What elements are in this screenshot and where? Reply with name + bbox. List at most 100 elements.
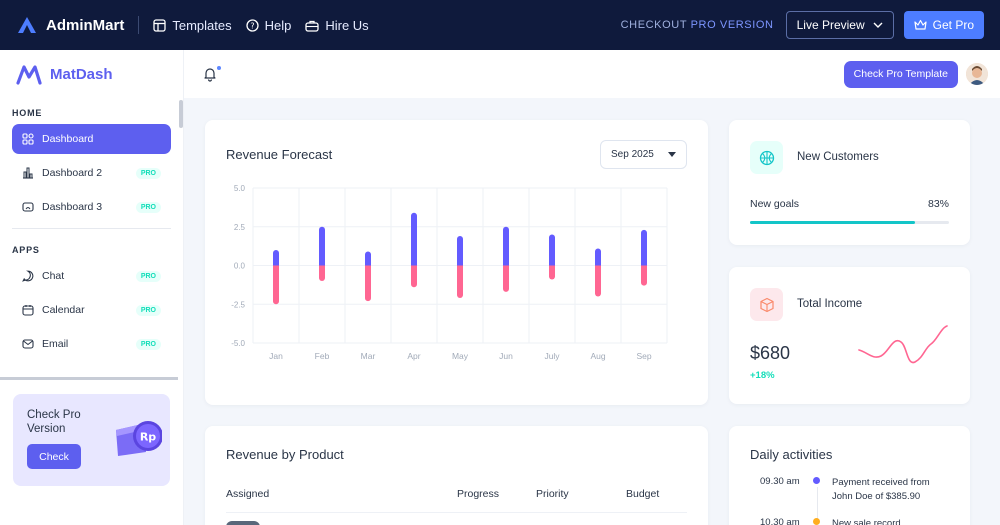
sidebar-scrollbar-horizontal[interactable] xyxy=(0,377,178,380)
crown-icon xyxy=(914,19,927,30)
pro-badge: PRO xyxy=(135,304,161,316)
x-tick-label: May xyxy=(452,351,469,361)
x-tick-label: Apr xyxy=(407,351,420,361)
help-link[interactable]: ? Help xyxy=(245,17,292,33)
live-preview-button[interactable]: Live Preview xyxy=(785,11,894,39)
caret-down-icon xyxy=(668,152,676,157)
chevron-down-icon xyxy=(873,22,883,28)
bar-chart-icon xyxy=(23,167,33,179)
matdash-logo-icon xyxy=(16,65,42,85)
period-select[interactable]: Sep 2025 xyxy=(600,140,687,169)
sidebar-item-dashboard-3[interactable]: Dashboard 3 PRO xyxy=(12,192,171,222)
home-section-title: HOME xyxy=(12,108,43,118)
bar-negative xyxy=(319,265,325,281)
bar-positive xyxy=(641,229,647,266)
bar-negative xyxy=(549,265,555,280)
sidebar-item-chat[interactable]: Chat PRO xyxy=(12,261,171,291)
new-customers-card: New Customers New goals 83% xyxy=(729,120,970,245)
bar-positive xyxy=(365,251,371,266)
x-tick-label: Sep xyxy=(636,351,651,361)
goal-progress-track xyxy=(750,221,949,224)
svg-text:?: ? xyxy=(250,21,254,30)
daily-activities-title: Daily activities xyxy=(750,447,833,462)
revenue-by-product-card: Revenue by Product Assigned Progress Pri… xyxy=(205,426,708,525)
bell-icon xyxy=(204,68,216,82)
x-tick-label: Mar xyxy=(361,351,376,361)
column-header-priority: Priority xyxy=(536,488,569,500)
x-tick-label: Jun xyxy=(499,351,513,361)
app-header: Check Pro Template xyxy=(184,50,1000,98)
x-tick-label: Aug xyxy=(590,351,605,361)
user-avatar-icon xyxy=(966,63,988,85)
avatar[interactable] xyxy=(966,63,988,85)
x-tick-label: Jan xyxy=(269,351,283,361)
y-tick-label: 5.0 xyxy=(234,184,246,193)
notification-dot xyxy=(217,66,221,70)
y-tick-label: -2.5 xyxy=(231,300,245,309)
y-tick-label: -5.0 xyxy=(231,339,245,348)
sidebar-item-calendar[interactable]: Calendar PRO xyxy=(12,295,171,325)
goal-label: New goals xyxy=(750,198,800,210)
promo-title: Check Pro Version xyxy=(27,409,81,435)
y-tick-label: 2.5 xyxy=(234,223,246,232)
pro-promo-card: Check Pro Version Check Rp xyxy=(13,394,170,486)
total-income-change: +18% xyxy=(750,370,775,381)
box-icon xyxy=(759,297,774,312)
sidebar-item-label: Chat xyxy=(42,270,65,282)
goal-progress-fill xyxy=(750,221,916,224)
hire-us-link[interactable]: Hire Us xyxy=(305,17,369,33)
sidebar-scrollbar-vertical[interactable] xyxy=(179,100,183,128)
bar-positive xyxy=(411,212,417,266)
revenue-forecast-title: Revenue Forecast xyxy=(226,147,333,162)
check-pro-template-button[interactable]: Check Pro Template xyxy=(843,60,958,88)
notifications-button[interactable] xyxy=(202,66,221,82)
bar-negative xyxy=(641,265,647,286)
y-tick-label: 0.0 xyxy=(234,262,246,271)
sidebar-divider xyxy=(12,228,171,229)
revenue-forecast-card: Revenue Forecast Sep 2025 5.0 2.5 0.0 -2.5 -… xyxy=(205,120,708,405)
sidebar-item-label: Email xyxy=(42,338,69,350)
column-header-progress: Progress xyxy=(457,488,500,500)
calendar-icon xyxy=(22,305,34,316)
adminmart-logo-icon xyxy=(18,17,36,33)
chat-icon xyxy=(22,270,34,282)
templates-icon xyxy=(153,18,166,32)
checkout-highlight: PRO VERSION xyxy=(690,19,774,31)
bar-negative xyxy=(457,265,463,299)
new-customers-title: New Customers xyxy=(797,151,879,163)
sidebar-item-dashboard[interactable]: Dashboard xyxy=(12,124,171,154)
pro-badge: PRO xyxy=(135,270,161,282)
get-pro-button[interactable]: Get Pro xyxy=(903,11,984,39)
check-pro-button[interactable]: Check xyxy=(27,444,81,469)
timeline-line xyxy=(817,487,818,521)
bar-negative xyxy=(365,265,371,302)
total-income-title: Total Income xyxy=(797,298,863,310)
revenue-by-product-title: Revenue by Product xyxy=(226,447,344,462)
x-tick-label: Feb xyxy=(315,351,330,361)
sidebar-item-email[interactable]: Email PRO xyxy=(12,329,171,359)
sidebar-item-dashboard-2[interactable]: Dashboard 2 PRO xyxy=(12,158,171,188)
hire-us-label: Hire Us xyxy=(325,17,369,33)
templates-link[interactable]: Templates xyxy=(153,18,232,33)
promo-bar: AdminMart Templates ? Help Hire Us CHECK… xyxy=(0,0,1000,50)
pro-badge: PRO xyxy=(135,338,161,350)
timeline-text: Payment received from John Doe of $385.9… xyxy=(832,477,930,502)
x-tick-label: July xyxy=(544,351,560,361)
mail-icon xyxy=(22,339,34,349)
adminmart-logo[interactable]: AdminMart xyxy=(16,15,124,35)
bar-negative xyxy=(503,265,509,292)
briefcase-icon xyxy=(305,20,319,32)
dashboard-icon xyxy=(22,133,34,145)
timeline-time: 09.30 am xyxy=(760,476,800,487)
daily-activities-card: Daily activities 09.30 am Payment receiv… xyxy=(729,426,970,525)
screen-icon xyxy=(22,202,34,212)
matdash-logo[interactable]: MatDash xyxy=(0,50,183,98)
help-icon: ? xyxy=(245,18,259,32)
help-label: Help xyxy=(264,17,292,33)
timeline-text: New sale record xyxy=(832,518,901,525)
checkout-prefix: CHECKOUT xyxy=(620,19,687,31)
sidebar-item-label: Dashboard xyxy=(42,133,94,145)
checkout-text[interactable]: CHECKOUT PRO VERSION xyxy=(621,19,774,31)
get-pro-label: Get Pro xyxy=(932,18,974,32)
column-header-assigned: Assigned xyxy=(226,488,270,500)
